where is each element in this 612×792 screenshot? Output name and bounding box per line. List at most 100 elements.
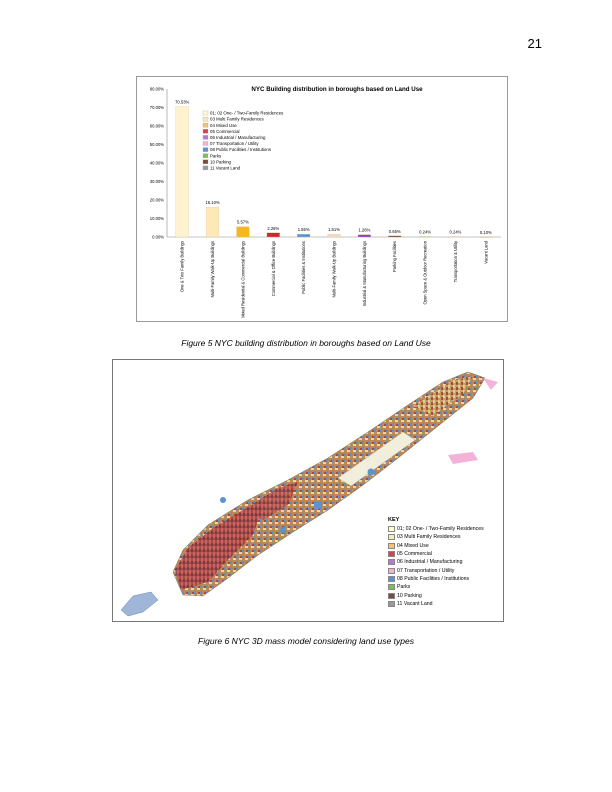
bar-value-label: 1.26% [358, 228, 370, 233]
x-tick-label: Transportation & Utility [453, 240, 458, 282]
legend-label: Parks [210, 153, 222, 158]
bar [388, 235, 402, 238]
map-key-label: 04 Mixed Use [397, 542, 429, 549]
map-key-swatch [388, 600, 395, 607]
legend-label: 08 Public Facilities / Institutions [210, 147, 272, 152]
bar [266, 232, 280, 238]
legend-label: 05 Commercial [210, 129, 240, 134]
nyc-3d-mass-model-map: KEY 01; 02 One- / Two-Family Residences 0… [112, 359, 504, 622]
bar-value-label: 16.10% [205, 200, 219, 205]
map-key-swatch [388, 559, 395, 566]
x-tick-label: Industrial & Manufacturing Buildings [362, 241, 367, 306]
y-tick-label: 70.00% [150, 105, 164, 110]
legend-swatch [202, 153, 209, 158]
map-key-label: 11 Vacant Land [397, 600, 433, 607]
y-tick-label: 20.00% [150, 198, 164, 203]
x-tick-label: Commercial & Office Buildings [271, 241, 276, 296]
map-key-item: 08 Public Facilities / Institutions [388, 575, 502, 583]
bar [236, 226, 250, 238]
x-tick-label: Mixed Residential & Commercial Buildings [240, 241, 245, 318]
legend-label: 01; 02 One- / Two-Family Residences [210, 111, 284, 116]
map-key-label: 08 Public Facilities / Institutions [397, 575, 470, 582]
map-key-swatch [388, 542, 395, 549]
x-tick-label: Vacant Land [483, 240, 488, 263]
map-key-swatch [388, 551, 395, 558]
chart-svg: NYC Building distribution in boroughs ba… [150, 86, 501, 318]
map-key-swatch [388, 526, 395, 533]
bar-value-label: 5.57% [237, 220, 249, 225]
land-use-bar-chart: NYC Building distribution in boroughs ba… [136, 76, 508, 322]
bar-value-label: 0.65% [389, 229, 401, 234]
map-key-swatch [388, 567, 395, 574]
map-key-item: 06 Industrial / Manufacturing [388, 558, 502, 566]
map-key-swatch [388, 534, 395, 541]
bar [175, 106, 189, 238]
map-key-label: 10 Parking [397, 592, 422, 599]
map-key-label: 05 Commercial [397, 551, 432, 558]
map-key-label: 01; 02 One- / Two-Family Residences [397, 526, 484, 533]
legend-label: 03 Multi Family Residences [210, 117, 264, 122]
legend-swatch [202, 159, 209, 164]
legend-label: 10 Parking [210, 159, 232, 164]
bar-value-label: 0.10% [480, 230, 492, 235]
y-tick-label: 80.00% [150, 87, 164, 92]
legend-swatch [202, 135, 209, 140]
map-key-label: 07 Transportation / Utility [397, 567, 455, 574]
bar-value-label: 0.24% [450, 230, 462, 235]
legend-swatch [202, 123, 209, 128]
y-tick-label: 30.00% [150, 179, 164, 184]
legend-label: 06 Industrial / Manufacturing [210, 135, 266, 140]
bar [357, 234, 371, 238]
map-key-swatch [388, 575, 395, 582]
legend-swatch [202, 110, 209, 116]
x-tick-label: Multi-Family Walk-Up Buildings [210, 241, 215, 298]
page-number: 21 [527, 36, 542, 51]
y-tick-label: 50.00% [150, 142, 164, 147]
map-key-label: 06 Industrial / Manufacturing [397, 559, 463, 566]
map-key-title: KEY [388, 517, 400, 523]
map-image [120, 371, 500, 617]
legend-label: 04 Mixed Use [210, 123, 237, 128]
map-key-item: 07 Transportation / Utility [388, 566, 502, 574]
legend-swatch [202, 129, 209, 134]
x-tick-label: Parking Facilities [392, 241, 397, 272]
x-tick-label: Public Facilities & Institutions [301, 241, 306, 294]
legend-swatch [202, 147, 209, 152]
legend-label: 07 Transportation / Utility [210, 141, 259, 146]
bar [327, 234, 341, 238]
map-key-item: 04 Mixed Use [388, 542, 502, 550]
y-tick-label: 0.00% [152, 235, 164, 240]
bar [297, 233, 311, 238]
legend-label: 11 Vacant Land [210, 166, 241, 171]
bar [206, 207, 220, 238]
x-tick-label: Open Space & Outdoor Recreation [423, 240, 428, 304]
map-key: KEY 01; 02 One- / Two-Family Residences 0… [388, 517, 502, 608]
legend-swatch [202, 141, 209, 146]
bar [448, 236, 462, 238]
map-key-label: Parks [397, 584, 411, 591]
legend-swatch [202, 165, 209, 171]
x-tick-label: Multi-Family Walk-Up Buildings [332, 241, 337, 298]
y-tick-label: 60.00% [150, 124, 164, 129]
chart-title: NYC Building distribution in boroughs ba… [251, 86, 423, 93]
x-tick-label: One & Two Family Buildings [180, 241, 185, 292]
figure6-caption: Figure 6 NYC 3D mass model considering l… [198, 636, 414, 646]
y-tick-label: 40.00% [150, 161, 164, 166]
legend-swatch [202, 116, 209, 122]
y-tick-label: 10.00% [150, 216, 164, 221]
map-key-label: 03 Multi Family Residences [397, 534, 461, 541]
map-key-swatch [388, 592, 395, 599]
figure5-caption: Figure 5 NYC building distribution in bo… [181, 338, 431, 348]
bar-value-label: 0.24% [419, 230, 431, 235]
bar [418, 236, 432, 238]
map-key-item: Parks [388, 583, 502, 591]
map-key-item: 03 Multi Family Residences [388, 533, 502, 541]
map-key-item: 05 Commercial [388, 550, 502, 558]
map-key-item: 10 Parking [388, 591, 502, 599]
map-key-item: 01; 02 One- / Two-Family Residences [388, 525, 502, 533]
bar-value-label: 1.55% [298, 227, 310, 232]
bar-value-label: 70.53% [175, 100, 189, 105]
bar [479, 236, 493, 238]
bar-value-label: 2.28% [267, 226, 279, 231]
map-key-item: 11 Vacant Land [388, 600, 502, 608]
